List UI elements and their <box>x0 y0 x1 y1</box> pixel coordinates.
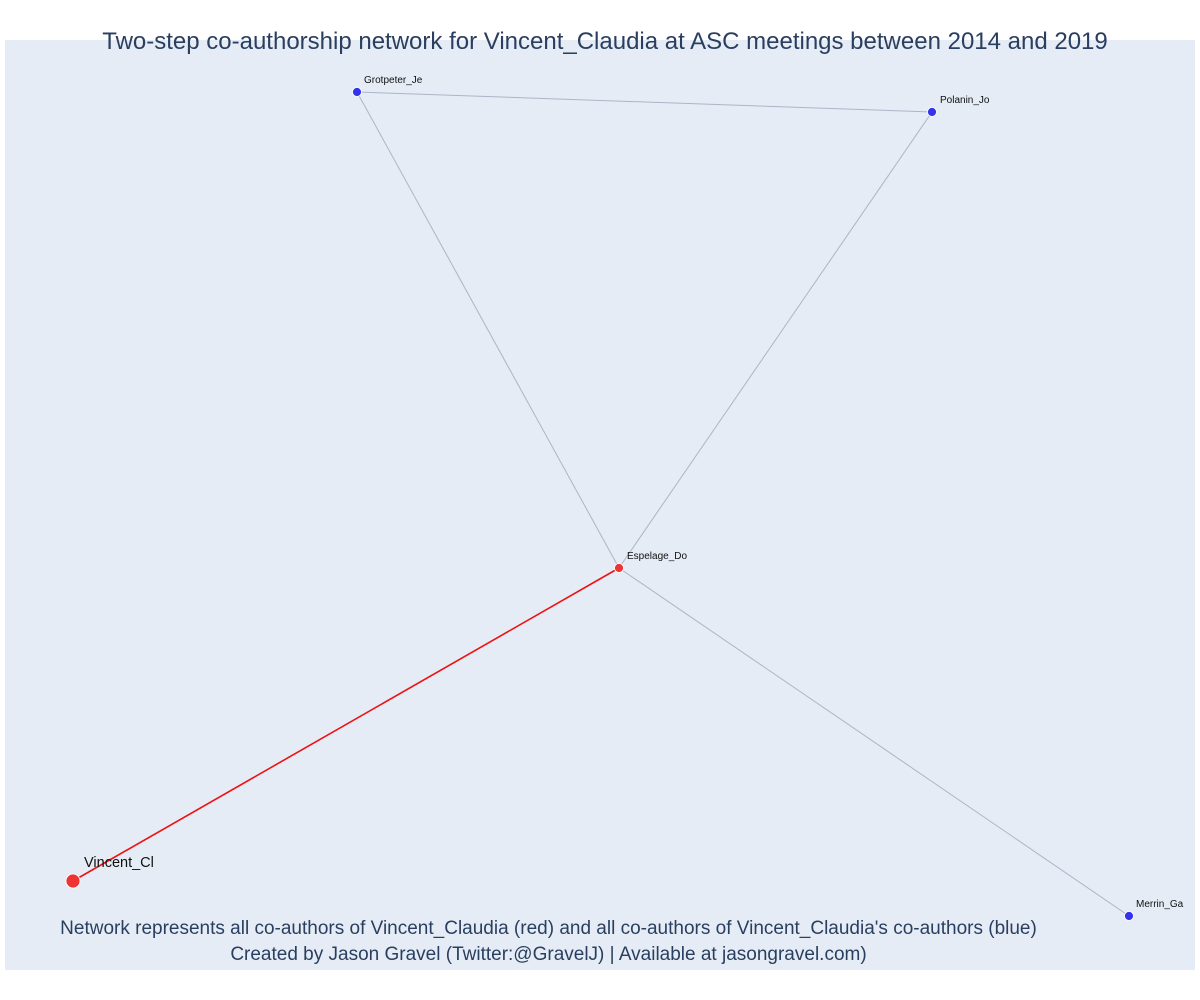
node-label-vincent: Vincent_Cl <box>84 855 154 871</box>
node-label-polanin: Polanin_Jo <box>940 95 990 106</box>
edge-grotpeter-polanin <box>356 91 933 113</box>
node-grotpeter[interactable] <box>352 87 362 97</box>
edge-vincent-espelage <box>72 567 620 882</box>
node-espelage[interactable] <box>614 563 624 573</box>
node-label-espelage: Espelage_Do <box>627 551 687 562</box>
edge-espelage-grotpeter <box>356 91 620 569</box>
node-polanin[interactable] <box>927 107 937 117</box>
plot-background <box>5 40 1195 970</box>
node-label-merrin: Merrin_Ga <box>1136 899 1184 910</box>
node-vincent[interactable] <box>65 873 81 889</box>
node-label-grotpeter: Grotpeter_Je <box>364 75 423 86</box>
edge-espelage-polanin <box>618 111 933 569</box>
node-merrin[interactable] <box>1124 911 1134 921</box>
caption-line-1: Network represents all co-authors of Vin… <box>60 918 1037 939</box>
caption-line-2: Created by Jason Gravel (Twitter:@Gravel… <box>230 944 867 965</box>
chart-title: Two-step co-authorship network for Vince… <box>102 28 1108 55</box>
labels-layer: Vincent_Cl Espelage_Do Grotpeter_Je Polanin… <box>84 75 1184 910</box>
nodes-layer <box>65 87 1134 921</box>
edges-layer <box>72 91 1130 917</box>
edge-espelage-merrin <box>618 567 1130 917</box>
